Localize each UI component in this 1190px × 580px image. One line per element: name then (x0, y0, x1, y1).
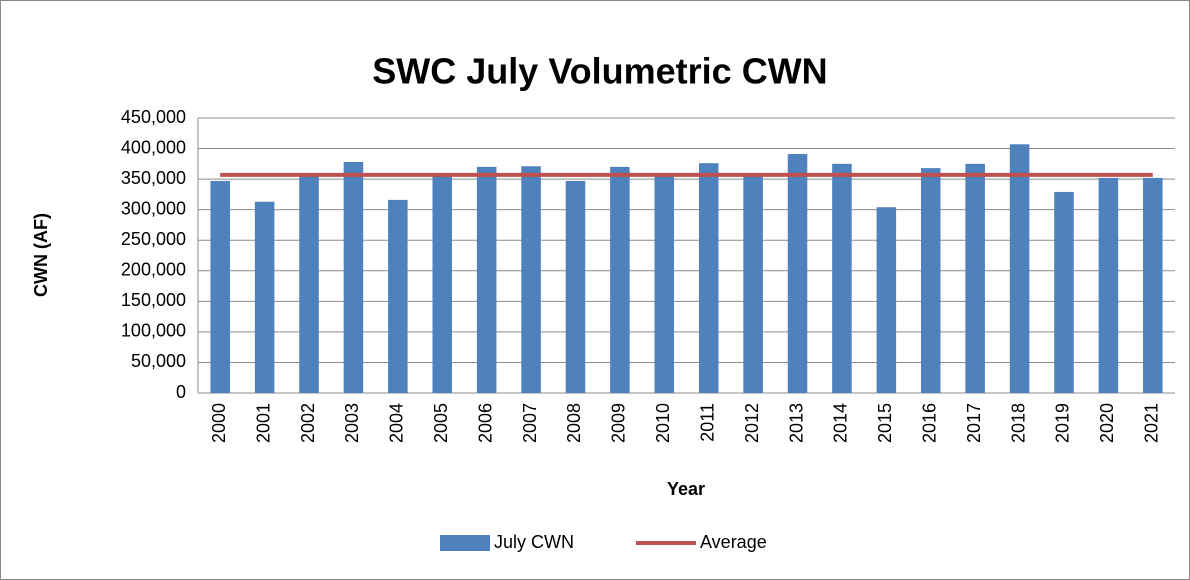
y-tick-label: 250,000 (121, 229, 186, 249)
bar (388, 199, 408, 393)
y-tick-label: 150,000 (121, 290, 186, 310)
y-axis-label: CWN (AF) (31, 213, 51, 297)
chart-title: SWC July Volumetric CWN (372, 51, 827, 92)
bar (1143, 177, 1163, 393)
x-tick-label: 2011 (697, 403, 717, 442)
x-tick-label: 2015 (875, 403, 895, 443)
bar (698, 163, 719, 393)
bar (254, 201, 275, 393)
bar (1009, 144, 1030, 393)
y-tick-label: 400,000 (121, 137, 186, 157)
bar (965, 163, 985, 393)
bar (787, 154, 808, 393)
bar (565, 180, 586, 393)
x-tick-label: 2016 (920, 403, 940, 443)
legend-label: July CWN (494, 532, 574, 552)
y-tick-label: 100,000 (121, 321, 186, 341)
x-tick-label: 2017 (964, 403, 984, 443)
x-tick-label: 2010 (653, 403, 673, 443)
bar (920, 168, 941, 393)
x-tick-label: 2004 (387, 403, 407, 443)
x-tick-label: 2021 (1142, 403, 1162, 443)
x-tick-label: 2013 (786, 403, 806, 443)
y-tick-label: 450,000 (121, 107, 186, 127)
x-tick-label: 2006 (475, 403, 495, 443)
y-tick-label: 300,000 (121, 198, 186, 218)
x-tick-label: 2002 (298, 403, 318, 443)
bar (654, 173, 675, 393)
x-tick-label: 2008 (564, 403, 584, 443)
x-tick-label: 2009 (609, 403, 629, 443)
bar (743, 174, 763, 393)
x-tick-label: 2012 (742, 403, 762, 443)
bar (832, 163, 852, 393)
bar (210, 180, 230, 393)
bar (432, 174, 453, 393)
y-tick-label: 50,000 (131, 351, 186, 371)
x-tick-label: 2020 (1097, 403, 1117, 443)
bar (610, 166, 630, 393)
x-tick-label: 2007 (520, 403, 540, 443)
bar (476, 166, 497, 393)
x-tick-label: 2003 (342, 403, 362, 443)
bar (876, 207, 897, 393)
bar (521, 166, 541, 393)
bar (1098, 177, 1119, 393)
x-tick-label: 2014 (831, 403, 851, 443)
x-tick-label: 2005 (431, 403, 451, 443)
x-tick-label: 2019 (1053, 403, 1073, 443)
legend-swatch (440, 535, 490, 551)
y-tick-label: 0 (176, 382, 186, 402)
y-tick-label: 200,000 (121, 260, 186, 280)
x-axis-label: Year (667, 479, 705, 499)
x-tick-label: 2018 (1008, 403, 1028, 443)
bar (343, 162, 364, 393)
x-tick-label: 2001 (253, 403, 273, 443)
y-tick-label: 350,000 (121, 168, 186, 188)
x-tick-label: 2000 (209, 403, 229, 443)
bar (1054, 191, 1074, 393)
legend-label: Average (700, 532, 767, 552)
bar (299, 173, 319, 393)
